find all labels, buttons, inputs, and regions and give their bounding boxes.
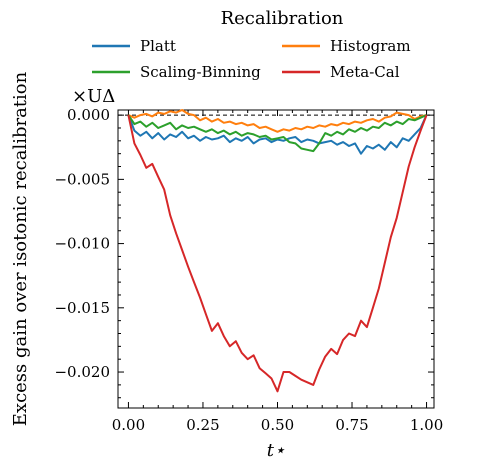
x-tick-label: 0.75 [335,416,368,434]
x-axis-label: t⋆ [267,440,286,461]
x-tick-label: 0.25 [186,416,219,434]
legend-label-platt: Platt [140,37,176,55]
legend: Recalibration Platt Histogram Scaling-Binn… [92,8,411,81]
series-line-scaling-binning [127,114,427,153]
x-tick-label: 0.00 [112,416,145,434]
legend-title: Recalibration [221,8,344,29]
legend-label-scaling-binning: Scaling-Binning [140,63,261,81]
y-tick-label: −0.010 [54,235,110,253]
plot-area-frame [117,109,435,409]
legend-label-histogram: Histogram [330,37,411,55]
y-multiplier-label: ×UΔ [72,86,115,107]
series-line-meta-cal [127,114,428,393]
y-tick-label: 0.000 [67,106,110,124]
x-tick-label: 1.00 [410,416,443,434]
series-lines [127,109,428,393]
legend-label-meta-cal: Meta-Cal [330,63,400,81]
y-tick-label: −0.020 [54,363,110,381]
x-tick-label: 0.50 [261,416,294,434]
tick-labels: 0.00 0.25 0.50 0.75 1.00 0.000 −0.005 −0.010 −0.… [54,106,443,434]
series-line-platt [127,114,428,155]
y-axis-label: Excess gain over isotonic recalibration [10,71,31,426]
series-line-histogram [128,109,427,133]
y-tick-label: −0.015 [54,299,110,317]
axis-ticks [118,110,434,408]
y-tick-label: −0.005 [54,170,110,188]
